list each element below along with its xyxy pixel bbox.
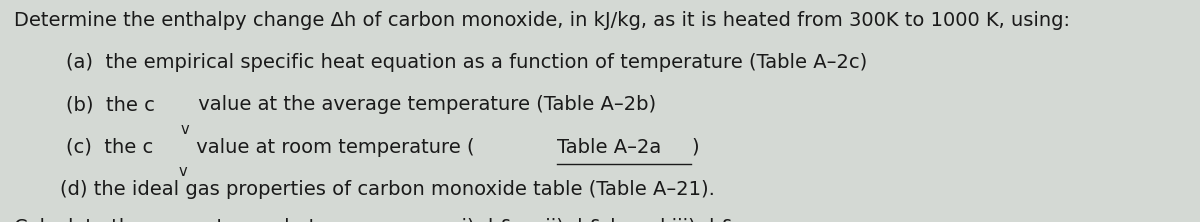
Text: value at the average temperature (Table A–2b): value at the average temperature (Table … [192, 95, 656, 115]
Text: (b)  the c: (b) the c [66, 95, 155, 115]
Text: v: v [181, 122, 190, 137]
Text: Table A–2a: Table A–2a [557, 138, 661, 157]
Text: (a)  the empirical specific heat equation as a function of temperature (Table A–: (a) the empirical specific heat equation… [66, 53, 868, 72]
Text: (d) the ideal gas properties of carbon monoxide table (Table A–21).: (d) the ideal gas properties of carbon m… [60, 180, 715, 199]
Text: (c)  the c: (c) the c [66, 138, 154, 157]
Text: value at room temperature (: value at room temperature ( [190, 138, 474, 157]
Text: ): ) [691, 138, 698, 157]
Text: v: v [179, 164, 187, 179]
Text: Determine the enthalpy change Δh of carbon monoxide, in kJ/kg, as it is heated f: Determine the enthalpy change Δh of carb… [14, 11, 1070, 30]
Text: Calculate the percent error between answers i) d & a, ii) d & b and iii) d & c.: Calculate the percent error between answ… [14, 218, 760, 222]
